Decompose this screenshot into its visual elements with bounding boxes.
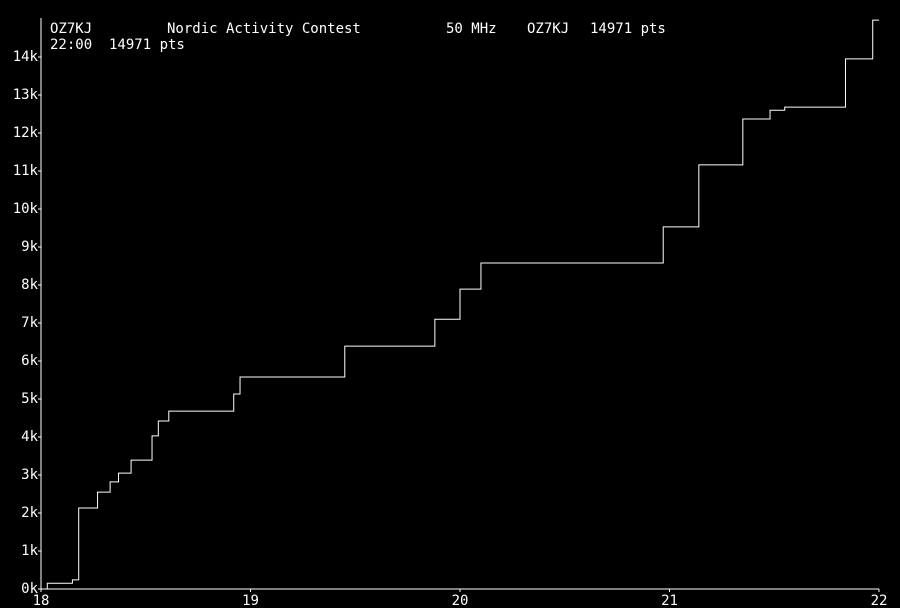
- chart-title: Nordic Activity Contest: [167, 21, 361, 37]
- y-tick-label: 9k: [21, 239, 38, 255]
- score-line: [41, 19, 879, 590]
- y-tick-label: 10k: [13, 201, 39, 217]
- y-tick-label: 14k: [13, 49, 39, 65]
- y-tick-label: 12k: [13, 125, 39, 141]
- y-tick-label: 1k: [21, 543, 38, 559]
- y-tick-label: 2k: [21, 505, 38, 521]
- y-tick-label: 11k: [13, 163, 39, 179]
- y-tick-label: 6k: [21, 353, 38, 369]
- y-tick-label: 3k: [21, 467, 38, 483]
- y-tick-label: 4k: [21, 429, 38, 445]
- y-tick-label: 0k: [21, 581, 38, 597]
- header-call: OZ7KJ: [50, 21, 92, 37]
- header-score: 14971 pts: [590, 21, 666, 37]
- x-tick-label: 18: [33, 593, 50, 608]
- y-tick-label: 8k: [21, 277, 38, 293]
- y-tick-label: 5k: [21, 391, 38, 407]
- subtitle: 22:00 14971 pts: [50, 37, 185, 53]
- header-call-2: OZ7KJ: [527, 21, 569, 37]
- y-tick-label: 7k: [21, 315, 38, 331]
- y-tick-label: 13k: [13, 87, 39, 103]
- x-tick-label: 22: [871, 593, 888, 608]
- x-tick-label: 21: [661, 593, 678, 608]
- header-band: 50 MHz: [446, 21, 497, 37]
- x-tick-label: 19: [242, 593, 259, 608]
- x-tick-label: 20: [452, 593, 469, 608]
